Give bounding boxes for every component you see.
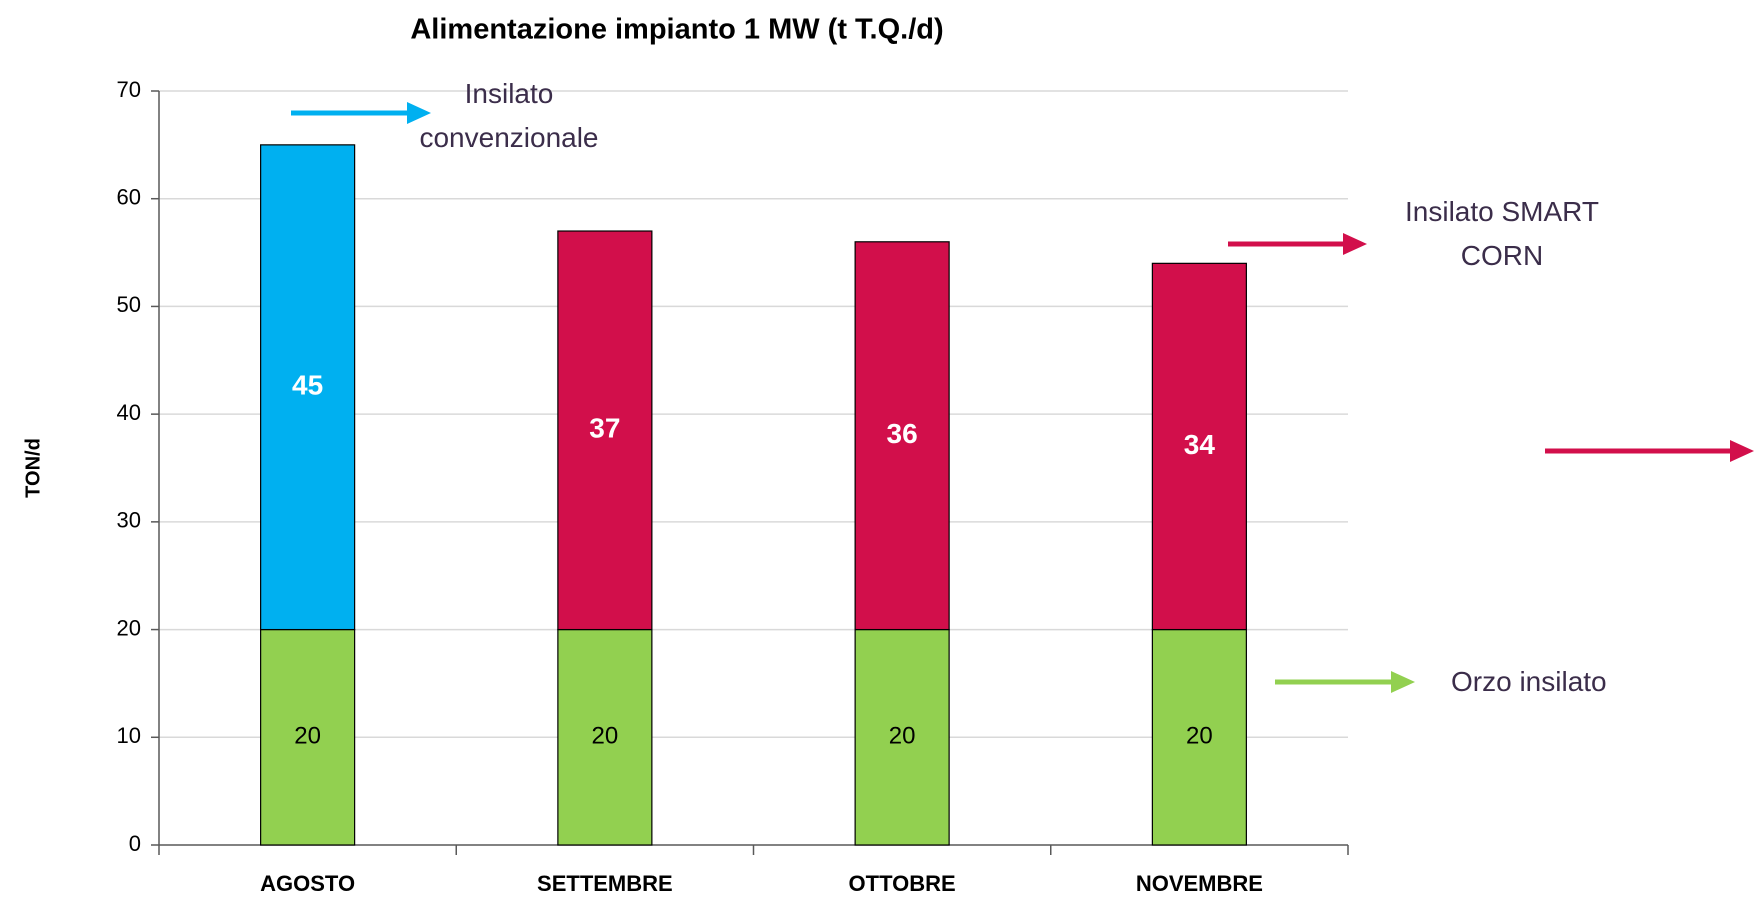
y-tick-label: 10	[117, 723, 141, 748]
legend-label: Insilato convenzionale	[419, 78, 599, 153]
y-tick-label: 60	[117, 185, 141, 210]
x-tick-label: AGOSTO	[260, 871, 355, 896]
data-label: 20	[889, 723, 916, 750]
bar-segment	[854, 628, 950, 846]
y-tick-label: 50	[117, 292, 141, 317]
data-label: 34	[1184, 429, 1216, 460]
data-label: 20	[294, 723, 321, 750]
y-axis-label: TON/d	[22, 438, 44, 498]
x-tick-label: SETTEMBRE	[537, 871, 673, 896]
y-tick-label: 30	[117, 508, 141, 533]
bar-segment	[557, 230, 653, 631]
data-label: 20	[1186, 723, 1213, 750]
x-tick-label: OTTOBRE	[849, 871, 956, 896]
chart-title: Alimentazione impianto 1 MW (t T.Q./d)	[410, 14, 943, 46]
legend-arrow-head	[407, 102, 431, 124]
bar-segment	[260, 144, 356, 631]
data-label: 37	[589, 413, 620, 444]
legend-arrow-head	[1343, 233, 1367, 255]
legend-label: Orzo insilato	[1451, 666, 1607, 697]
y-tick-label: 0	[129, 831, 141, 856]
data-label: 20	[592, 723, 619, 750]
bar-segment	[854, 241, 950, 631]
data-label: 36	[887, 418, 918, 449]
legend-arrow-head	[1391, 671, 1415, 693]
decor-arrow-head	[1730, 440, 1754, 462]
bar-segment	[1151, 628, 1247, 846]
x-tick-label: NOVEMBRE	[1136, 871, 1263, 896]
data-label: 45	[292, 370, 323, 401]
y-tick-label: 20	[117, 615, 141, 640]
legend-label: Insilato SMART CORN	[1405, 196, 1599, 271]
bar-segment	[1151, 262, 1247, 631]
y-tick-label: 70	[117, 77, 141, 102]
bar-segment	[557, 628, 653, 846]
y-tick-label: 40	[117, 400, 141, 425]
bar-segment	[260, 628, 356, 846]
